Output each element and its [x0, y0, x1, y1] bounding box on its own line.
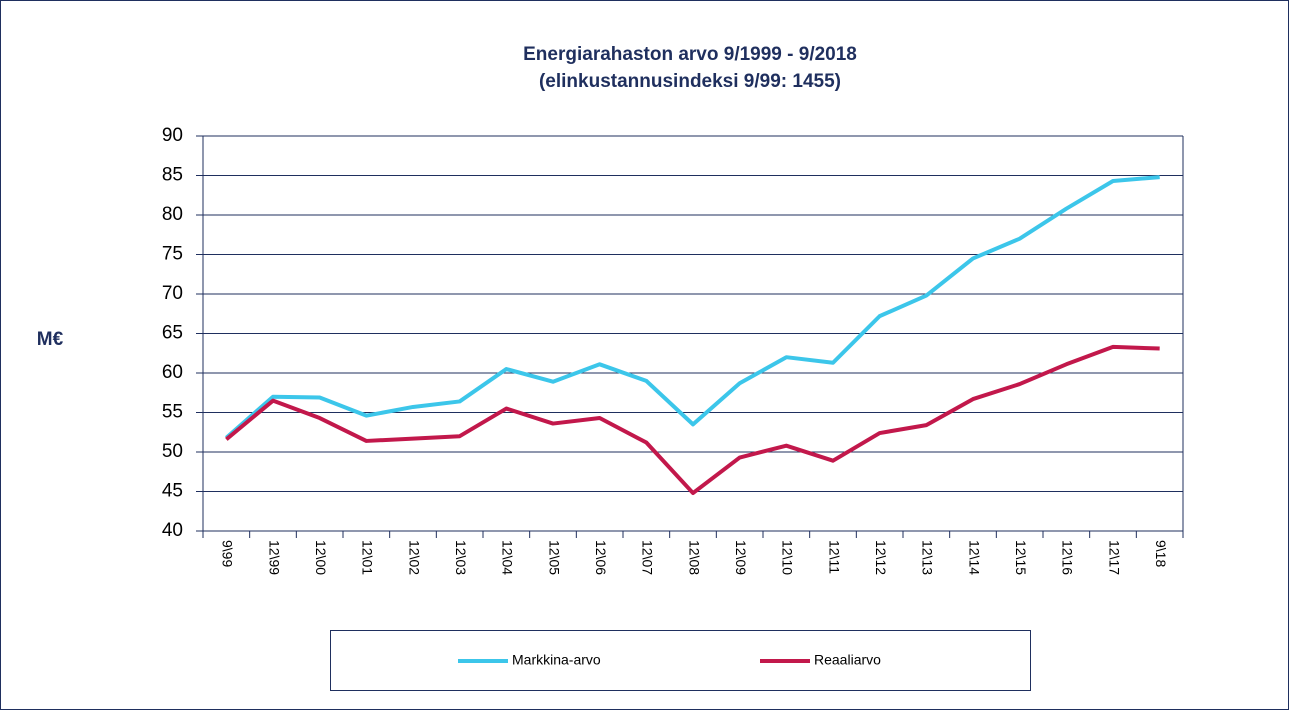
x-tick-label: 12\17 [1106, 540, 1122, 575]
x-tick-label: 12\14 [966, 540, 982, 575]
x-tick-label: 12\12 [873, 540, 889, 575]
chart-subtitle: (elinkustannusindeksi 9/99: 1455) [539, 71, 841, 92]
x-tick-label: 12\04 [500, 540, 516, 575]
legend-box [330, 630, 1031, 691]
y-tick-label: 55 [162, 402, 183, 423]
y-tick-label: 65 [162, 323, 183, 344]
legend-label: Reaaliarvo [814, 652, 881, 668]
series-line [225, 175, 1160, 440]
y-tick-label: 70 [162, 283, 183, 304]
x-tick-label: 12\05 [546, 540, 562, 575]
y-tick-label: 50 [162, 441, 183, 462]
x-tick-label: 12\02 [406, 540, 422, 575]
x-tick-label: 12\99 [266, 540, 282, 575]
y-tick-label: 80 [162, 204, 183, 225]
legend-label: Markkina-arvo [512, 652, 601, 668]
y-tick-label: 45 [162, 481, 183, 502]
x-tick-label: 12\09 [733, 540, 749, 575]
x-tick-label: 12\07 [640, 540, 656, 575]
y-tick-label: 85 [162, 165, 183, 186]
y-axis-label: M€ [37, 329, 64, 350]
x-tick-label: 12\15 [1013, 540, 1029, 575]
x-tick-label: 12\16 [1060, 540, 1076, 575]
y-tick-label: 75 [162, 244, 183, 265]
series-line [225, 344, 1160, 496]
x-tick-label: 12\10 [780, 540, 796, 575]
chart-title: Energiarahaston arvo 9/1999 - 9/2018 [523, 44, 857, 65]
x-tick-label: 12\00 [313, 540, 329, 575]
x-tick-label: 12\08 [686, 540, 702, 575]
x-tick-label: 12\06 [593, 540, 609, 575]
y-tick-label: 60 [162, 362, 183, 383]
x-tick-label: 9\99 [220, 540, 236, 567]
y-tick-label: 40 [162, 520, 183, 541]
y-tick-label: 90 [162, 125, 183, 146]
x-tick-label: 12\03 [453, 540, 469, 575]
x-tick-label: 12\11 [826, 540, 842, 574]
x-tick-label: 12\13 [920, 540, 936, 575]
x-tick-label: 9\18 [1153, 540, 1169, 567]
x-tick-label: 12\01 [360, 540, 376, 575]
